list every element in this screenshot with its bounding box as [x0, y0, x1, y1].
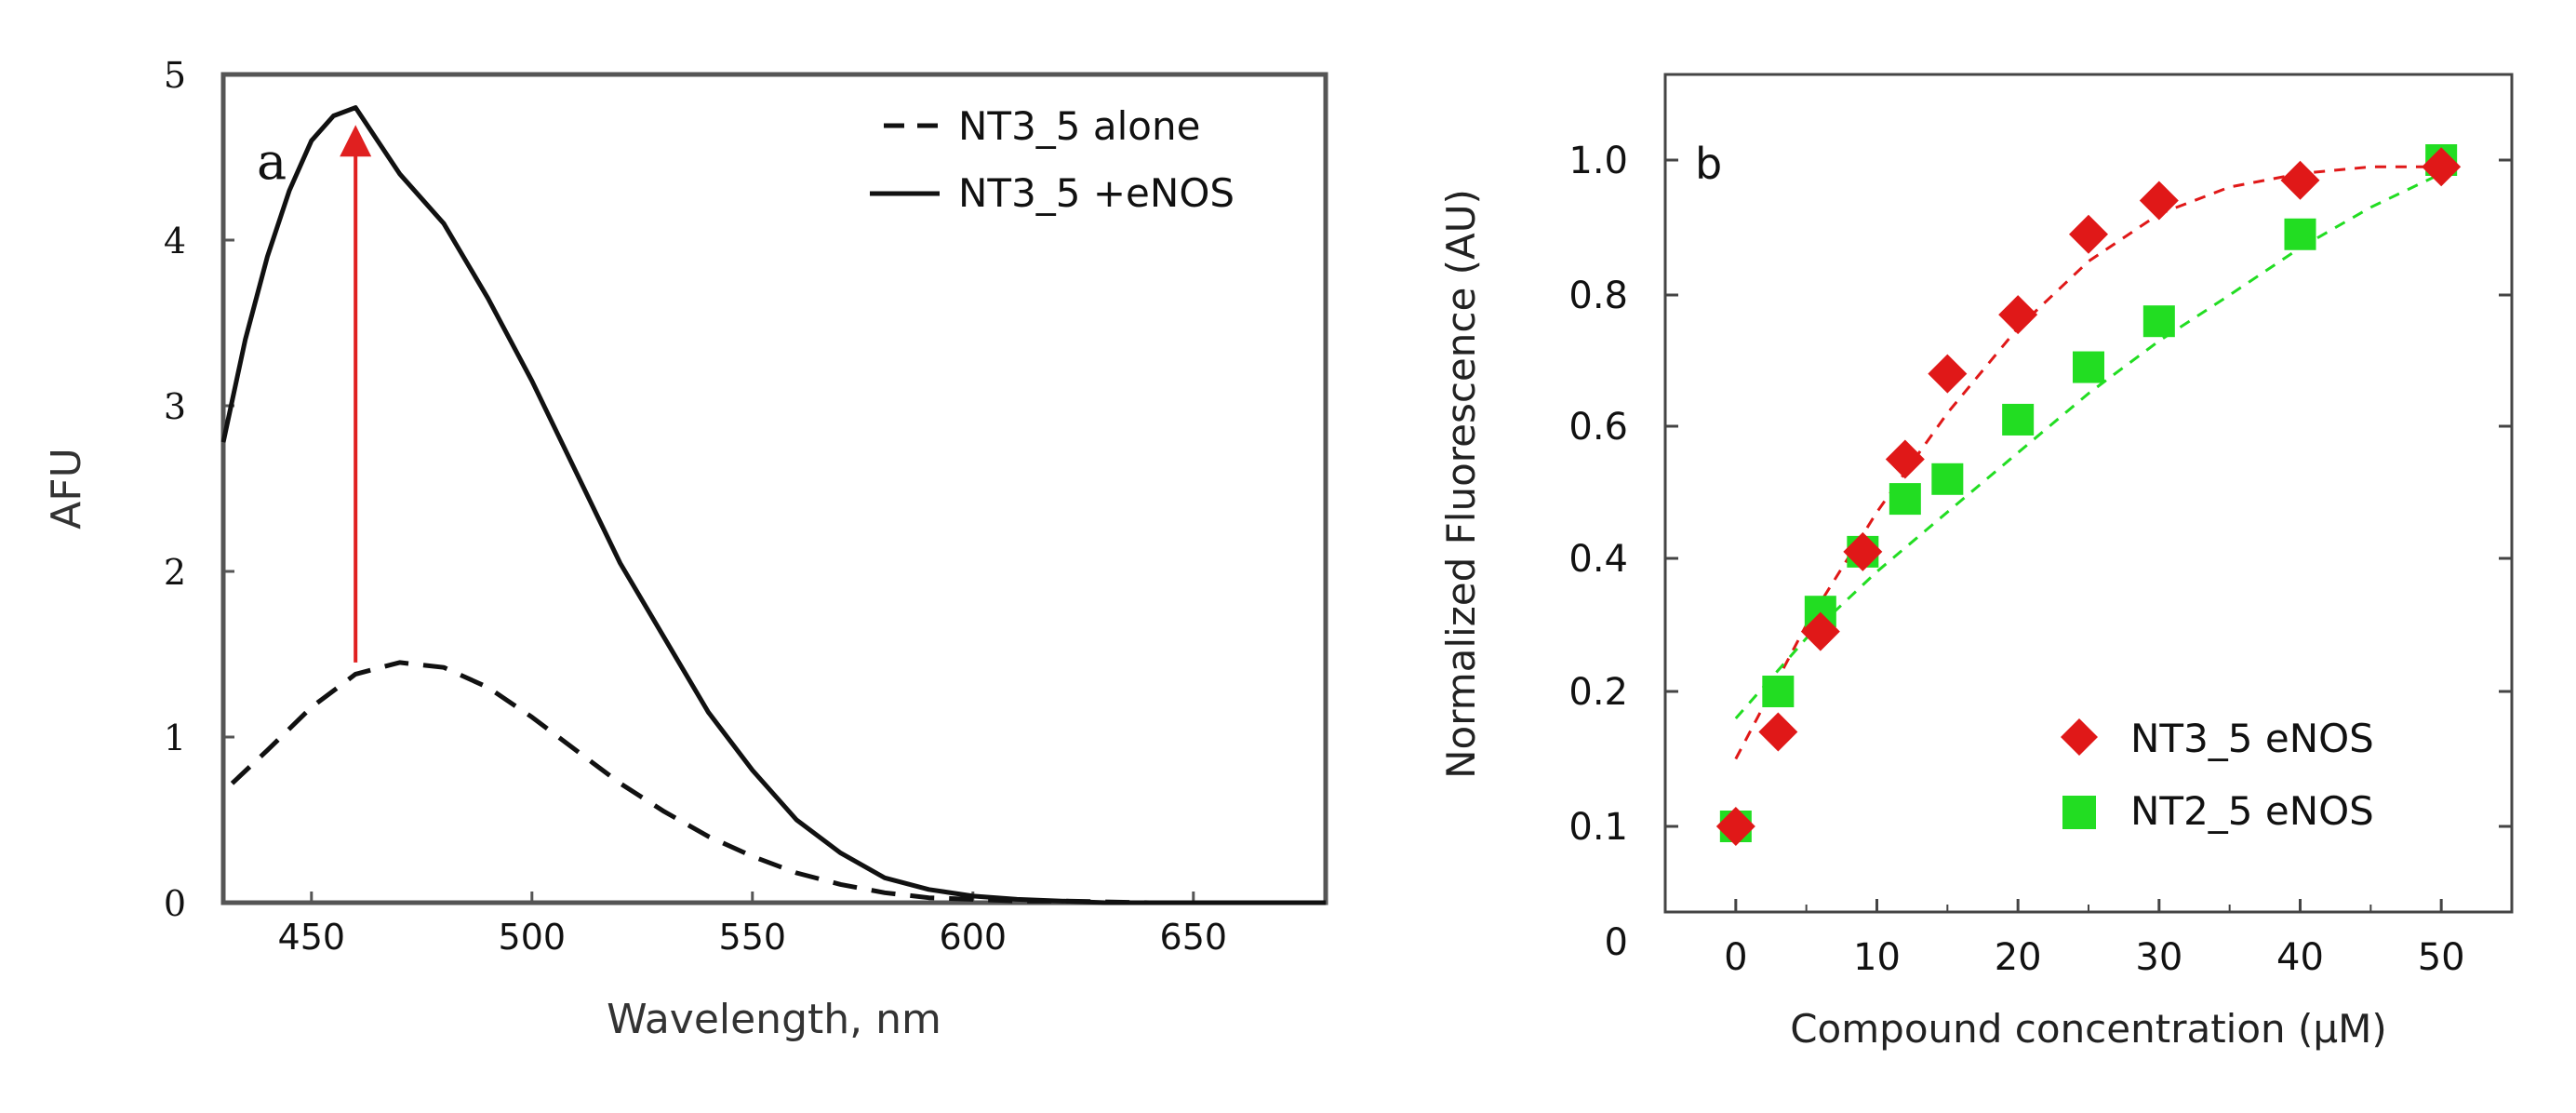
x-tick-label-b: 50: [2418, 936, 2465, 979]
x-tick-label-a: 450: [278, 917, 346, 958]
data-point-nt3-5: [2280, 160, 2320, 200]
legend-a-item-1: NT3_5 alone: [958, 103, 1200, 149]
y-tick-label-b: 0.6: [1568, 406, 1628, 449]
data-point-nt3-5: [1800, 611, 1840, 651]
y-tick-label-b: 0.4: [1568, 538, 1628, 581]
y-tick-label-b: 0: [1605, 921, 1628, 964]
chart-b: 0 10 20 30 40 50 0 0.1 0.2 0.4 0.6 0.8 1.0 b Normali…: [1438, 73, 2514, 1052]
data-point-nt3-5: [1843, 531, 1883, 571]
legend-b-square-marker: [2062, 796, 2096, 829]
x-tick-label-b: 10: [1853, 936, 1901, 979]
legend-b-item-2: NT2_5 eNOS: [2130, 788, 2374, 834]
data-point-nt2-5: [2002, 403, 2035, 436]
x-tick-label-b: 40: [2276, 936, 2324, 979]
y-tick-label-b: 0.2: [1568, 671, 1628, 714]
y-tick-label-a: 3: [164, 386, 186, 427]
legend-b: NT3_5 eNOS NT2_5 eNOS: [2061, 716, 2374, 834]
data-point-nt3-5: [2139, 181, 2179, 221]
x-tick-label-a: 650: [1160, 917, 1228, 958]
data-point-nt2-5: [2284, 218, 2316, 250]
data-point-nt3-5: [2422, 147, 2462, 187]
x-tick-label-b: 20: [1995, 936, 2042, 979]
panel-label-a: a: [257, 132, 287, 191]
data-point-nt2-5: [1889, 483, 1921, 516]
data-point-nt2-5: [1931, 463, 1964, 495]
x-tick-label-a: 500: [499, 917, 567, 958]
y-tick-label-a: 5: [164, 55, 186, 96]
y-tick-label-a: 1: [164, 717, 186, 758]
data-point-nt2-5: [2073, 351, 2104, 383]
y-axis-label-b: Normalized Fluorescence (AU): [1438, 189, 1484, 779]
data-point-nt3-5: [2069, 214, 2108, 254]
data-point-nt2-5: [2142, 305, 2175, 338]
y-tick-label-b: 0.8: [1568, 275, 1628, 317]
data-point-nt3-5: [1928, 354, 1968, 394]
chart-a: 450 500 550 600 650 0 1 2 3 4 5 a AFU Wavelength, …: [43, 55, 1328, 1043]
series-line-nt3-5-alone: [230, 660, 1326, 905]
y-tick-label-b: 1.0: [1568, 140, 1628, 182]
x-tick-label-b: 30: [2135, 936, 2182, 979]
series-line-nt3-5-enos: [220, 105, 1326, 905]
fit-curve-nt3-5: [1734, 165, 2442, 760]
data-point-nt3-5: [1715, 807, 1755, 846]
y-tick-label-b: 0.1: [1568, 806, 1628, 849]
y-tick-label-a: 0: [164, 883, 186, 924]
panel-label-b: b: [1695, 139, 1722, 189]
fit-curve-nt2-5: [1734, 172, 2442, 719]
legend-a-item-2: NT3_5 +eNOS: [958, 170, 1235, 216]
data-point-nt3-5: [1758, 712, 1798, 752]
plot-frame-a: [220, 72, 1328, 905]
data-point-nt3-5: [1998, 295, 2038, 335]
x-tick-label-a: 600: [940, 917, 1008, 958]
legend-b-diamond-marker: [2061, 718, 2098, 756]
legend-a: NT3_5 alone NT3_5 +eNOS: [870, 103, 1235, 216]
x-axis-label-b: Compound concentration (μM): [1790, 1006, 2387, 1052]
legend-b-item-1: NT3_5 eNOS: [2130, 716, 2374, 761]
x-axis-label-a: Wavelength, nm: [607, 996, 941, 1043]
y-tick-label-a: 4: [164, 221, 186, 261]
x-tick-label-a: 550: [719, 917, 787, 958]
data-point-nt3-5: [1885, 439, 1925, 479]
x-tick-label-b: 0: [1724, 936, 1747, 979]
data-point-nt2-5: [1762, 676, 1795, 707]
plot-frame-b: [1663, 73, 2514, 914]
y-axis-label-a: AFU: [43, 448, 90, 530]
y-tick-label-a: 2: [164, 552, 186, 593]
annotation-arrow-head: [340, 125, 372, 157]
